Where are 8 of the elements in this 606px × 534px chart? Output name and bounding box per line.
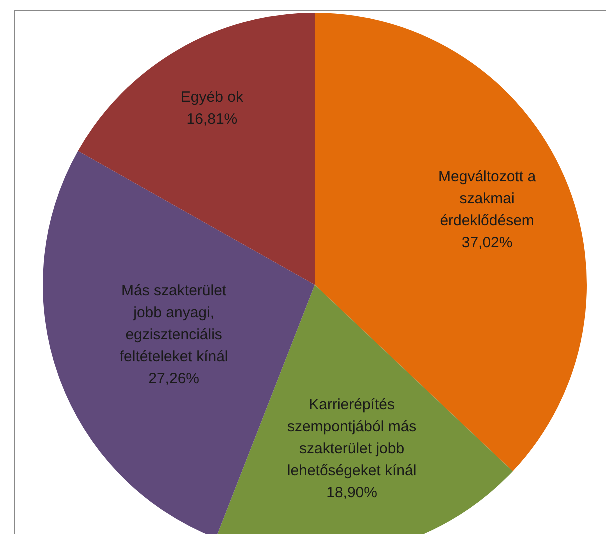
data-label: 27,26% (148, 370, 200, 388)
data-label: 18,90% (326, 484, 378, 502)
slice-label: Megváltozott a szakmai érdeklődésem (438, 168, 537, 230)
slice-label: Karrierépítés szempontjából más szakterület jobb lehetőségeket kínál (287, 396, 417, 480)
slice-label: Egyéb ok (180, 88, 244, 106)
data-label: 16,81% (186, 110, 238, 128)
slice-label: Más szakterület jobb anyagi, egzisztenciális feltételeket kínál (120, 282, 228, 366)
data-label: 37,02% (462, 234, 513, 252)
